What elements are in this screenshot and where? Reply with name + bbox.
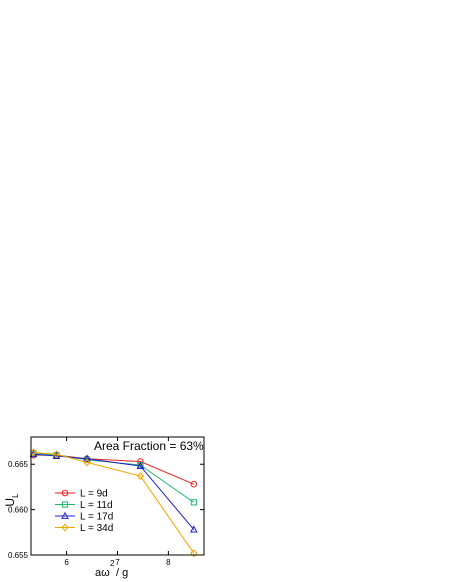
- y-tick-label: 0.660: [8, 506, 29, 515]
- data-point-diamond: [61, 523, 69, 532]
- data-point-square: [190, 499, 197, 506]
- data-point-diamond: [29, 448, 38, 457]
- x-tick-label: 7: [115, 558, 120, 567]
- legend-item: L = 34d: [55, 523, 113, 534]
- x-axis-title: aω 2 / g: [95, 559, 128, 579]
- chart-annotation: Area Fraction = 63%: [94, 439, 204, 453]
- legend-item: L = 11d: [55, 500, 113, 511]
- legend-label: L = 11d: [80, 500, 113, 511]
- legend-label: L = 9d: [80, 489, 108, 500]
- series-line: [33, 452, 195, 503]
- data-point-circle: [137, 458, 144, 465]
- series-3: [29, 449, 198, 533]
- data-point-diamond: [52, 450, 61, 459]
- data-point-diamond: [136, 472, 145, 480]
- legend-label: L = 17d: [80, 512, 113, 523]
- y-axis-title: UL: [3, 493, 20, 507]
- x-axis-title-rest: / g: [116, 567, 128, 579]
- data-point-triangle: [61, 511, 69, 519]
- data-point-diamond: [190, 549, 198, 558]
- x-axis-title-main: aω: [95, 567, 110, 579]
- x-axis-title-sup: 2: [110, 559, 115, 568]
- legend-label: L = 34d: [80, 523, 113, 534]
- data-point-circle: [190, 480, 198, 488]
- series-4: [29, 448, 198, 558]
- data-point-triangle: [83, 454, 91, 462]
- legend-item: L = 9d: [55, 489, 108, 500]
- x-tick-label: 6: [64, 558, 69, 567]
- y-tick-label: 0.655: [8, 551, 29, 560]
- x-tick-label: 8: [166, 558, 171, 567]
- data-point-triangle: [189, 525, 198, 533]
- svg-text:UL: UL: [3, 493, 20, 507]
- y-tick-label: 0.665: [8, 460, 29, 469]
- data-point-square: [61, 501, 69, 508]
- y-axis-title-sub: L: [11, 493, 20, 498]
- series-line: [33, 451, 195, 554]
- y-axis-title-main: U: [3, 498, 17, 507]
- data-point-diamond: [83, 458, 91, 467]
- data-point-triangle: [136, 461, 145, 469]
- legend-item: L = 17d: [55, 512, 113, 523]
- data-point-circle: [61, 489, 69, 497]
